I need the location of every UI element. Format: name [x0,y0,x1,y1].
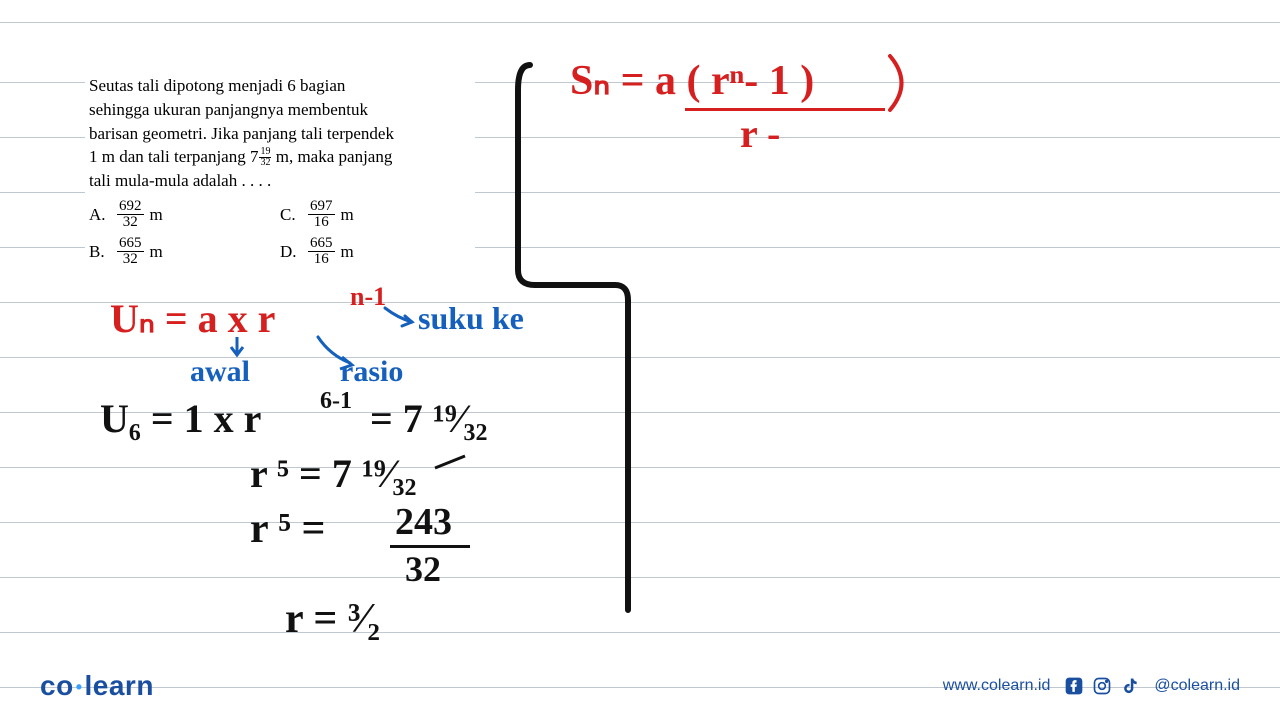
website-link[interactable]: www.colearn.id [943,677,1051,695]
problem-line2: sehingga ukuran panjangnya membentuk [89,100,368,119]
correction-strike-icon [430,450,480,480]
problem-line5: tali mula-mula adalah . . . . [89,171,271,190]
mixed-fraction: 7 19 32 [250,145,272,169]
work-line1-exp: 6-1 [320,388,352,415]
social-handle[interactable]: @colearn.id [1154,677,1240,695]
label-awal: awal [190,355,250,389]
brand-logo: co•learn [40,670,154,702]
option-d: D. 66516 m [280,236,471,267]
problem-statement: Seutas tali dipotong menjadi 6 bagian se… [85,70,475,277]
divider-bracket [500,60,640,620]
label-suku: suku ke [418,300,524,337]
option-c: C. 69716 m [280,199,471,230]
work-line3-num: 243 [395,500,452,544]
option-b: B. 66532 m [89,236,280,267]
instagram-icon[interactable] [1092,676,1112,696]
work-line1-left: U₆ = 1 x r [100,395,261,442]
problem-line1: Seutas tali dipotong menjadi 6 bagian [89,76,345,95]
formula-sn-denom: r - [740,110,780,157]
problem-line4-post: m, maka panjang [276,147,393,166]
work-line3-den: 32 [405,548,441,590]
facebook-icon[interactable] [1064,676,1084,696]
work-line2: r ⁵ = 7 ¹⁹⁄₃₂ [250,450,416,497]
problem-line3: barisan geometri. Jika panjang tali terp… [89,124,394,143]
sn-fraction-bar [685,108,885,111]
social-icons [1064,676,1140,696]
sn-paren-icon [885,48,925,118]
tiktok-icon[interactable] [1120,676,1140,696]
work-line4: r = ³⁄₂ [285,595,380,643]
problem-line4-pre: 1 m dan tali terpanjang [89,147,250,166]
work-line1-right: = 7 ¹⁹⁄₃₂ [370,395,487,442]
label-rasio: rasio [340,355,403,389]
formula-sn: Sₙ = a ( rⁿ- 1 ) [570,55,814,105]
work-line3-left: r ⁵ = [250,505,325,553]
footer: co•learn www.colearn.id @colearn.id [0,670,1280,702]
answer-options: A. 69232 m B. 66532 m C. 69716 m D. 6651… [89,199,471,273]
option-a: A. 69232 m [89,199,280,230]
